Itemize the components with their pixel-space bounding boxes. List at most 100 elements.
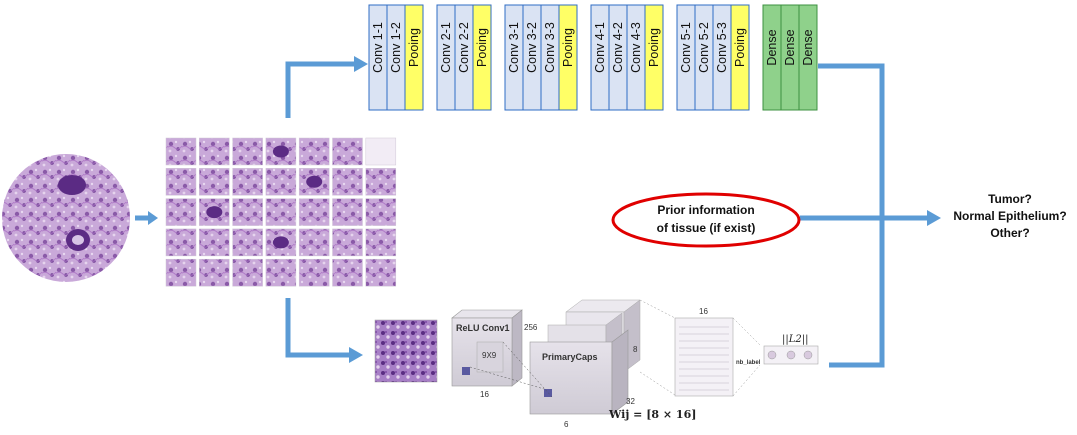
image-tile: [232, 258, 263, 287]
prior-ellipse: [611, 192, 801, 248]
image-tile: [365, 228, 397, 257]
vgg-layer-box: [730, 4, 750, 111]
vgg-block-1: Conv 1-1 Conv 1-2 Pooing: [368, 4, 424, 111]
vgg-layer-label: Dense: [783, 29, 797, 65]
connectors: [285, 61, 928, 368]
image-tile: [232, 168, 263, 196]
vgg-layer-label: Pooing: [647, 28, 661, 67]
image-tile: [298, 258, 330, 287]
image-tile: [199, 168, 230, 196]
tile-nucleus: [272, 145, 289, 158]
image-tile: [265, 258, 297, 287]
relu-kernel-marker: [462, 367, 470, 375]
vgg-layer-box: [798, 4, 818, 111]
vgg-layer-label: Dense: [765, 29, 779, 65]
image-tile: [199, 228, 230, 257]
image-tiles-grid: [165, 137, 397, 287]
relu-conv-label: ReLU Conv1: [456, 323, 510, 333]
primary-caps-box: [529, 341, 613, 415]
vgg-layer-label: Conv 1-1: [371, 22, 385, 73]
vgg-layer-label: Conv 2-2: [457, 22, 471, 73]
primary-depth: 32: [626, 397, 635, 406]
prior-line1: Prior information: [657, 203, 754, 217]
vgg-block-4: Conv 4-1 Conv 4-2 Conv 4-3 Pooing: [590, 4, 664, 111]
relu-size: 16: [480, 390, 489, 399]
output-normal-epithelium: Normal Epithelium?: [953, 209, 1066, 223]
image-tile: [365, 198, 397, 226]
arrow-to-tiles: [135, 211, 158, 225]
vgg-layer-label: Conv 2-1: [439, 22, 453, 73]
vgg-layer-label: Conv 5-1: [679, 22, 693, 73]
kernel-label: 9X9: [482, 351, 497, 360]
vgg-layer-label: Conv 5-3: [715, 22, 729, 73]
image-tile: [365, 137, 397, 166]
arrow-to-vgg: [285, 61, 355, 118]
vgg-layer-label: Pooing: [475, 28, 489, 67]
output-tumor: Tumor?: [988, 192, 1032, 206]
vgg-layer-label: Conv 3-1: [507, 22, 521, 73]
prior-information: Prior information of tissue (if exist): [611, 192, 801, 248]
vgg-layer-box: [404, 4, 424, 111]
image-tile: [232, 228, 263, 257]
vgg-block-6: Dense Dense Dense: [762, 4, 818, 111]
vgg-layer-label: Pooing: [561, 28, 575, 67]
image-tile: [199, 137, 230, 166]
vgg-layer-label: Conv 1-2: [389, 22, 403, 73]
image-tile: [265, 198, 297, 226]
prior-line2: of tissue (if exist): [657, 221, 756, 235]
vgg-layer-label: Conv 4-1: [593, 22, 607, 73]
vgg-layer-box: [472, 4, 492, 111]
image-tile: [232, 198, 263, 226]
image-tile: [332, 258, 363, 287]
image-tile: [332, 137, 363, 166]
vgg-layer-label: Conv 3-2: [525, 22, 539, 73]
image-tile: [332, 168, 363, 196]
output-classes: Tumor? Normal Epithelium? Other?: [953, 192, 1066, 240]
vgg-block-2: Conv 2-1 Conv 2-2 Pooing: [436, 4, 492, 111]
relu-channels: 256: [524, 323, 538, 332]
image-tile: [298, 228, 330, 257]
vgg-network: Conv 1-1 Conv 1-2 Pooing Conv 2-1 Conv 2-2 Po…: [368, 4, 818, 111]
arrowheads: [349, 56, 941, 363]
image-tile: [298, 137, 330, 166]
digit-caps-rows: [679, 326, 729, 391]
vgg-layer-label: Pooing: [733, 28, 747, 67]
digit-dim: 16: [699, 307, 708, 316]
image-tile: [332, 198, 363, 226]
image-tile: [332, 228, 363, 257]
input-patch: [374, 319, 438, 383]
vgg-layer-label: Conv 5-2: [697, 22, 711, 73]
vgg-layer-label: Conv 3-3: [543, 22, 557, 73]
image-tile: [365, 258, 397, 287]
nb-label: nb_label: [736, 360, 761, 366]
primary-size: 6: [564, 420, 569, 429]
vgg-layer-label: Conv 4-3: [629, 22, 643, 73]
vgg-layer-label: Dense: [801, 29, 815, 65]
vgg-block-3: Conv 3-1 Conv 3-2 Conv 3-3 Pooing: [504, 4, 578, 111]
image-tile: [232, 137, 263, 166]
image-tile: [165, 228, 197, 257]
arrow-to-capsnet: [285, 298, 350, 358]
image-tile: [199, 258, 230, 287]
image-tile: [298, 198, 330, 226]
image-tile: [165, 258, 197, 287]
vgg-block-5: Conv 5-1 Conv 5-2 Conv 5-3 Pooing: [676, 4, 750, 111]
image-tile: [165, 198, 197, 226]
image-tile: [165, 168, 197, 196]
digit-caps-box: [674, 317, 734, 397]
vgg-layer-box: [644, 4, 664, 111]
output-other: Other?: [990, 226, 1029, 240]
vgg-layer-box: [558, 4, 578, 111]
tissue-core-image: [2, 154, 130, 282]
capsule-network: ReLU Conv1 256 9X9 16 PrimaryCaps 8 32 6: [374, 299, 819, 429]
image-tile: [265, 168, 297, 196]
primary-dim: 8: [633, 345, 638, 354]
vgg-to-merge: [818, 63, 885, 218]
norm-label: ||L2||: [782, 334, 808, 345]
vgg-layer-label: Pooing: [407, 28, 421, 67]
image-tile: [365, 168, 397, 196]
tile-nucleus: [272, 236, 289, 249]
image-tile: [165, 137, 197, 166]
primary-kernel-marker: [544, 389, 552, 397]
